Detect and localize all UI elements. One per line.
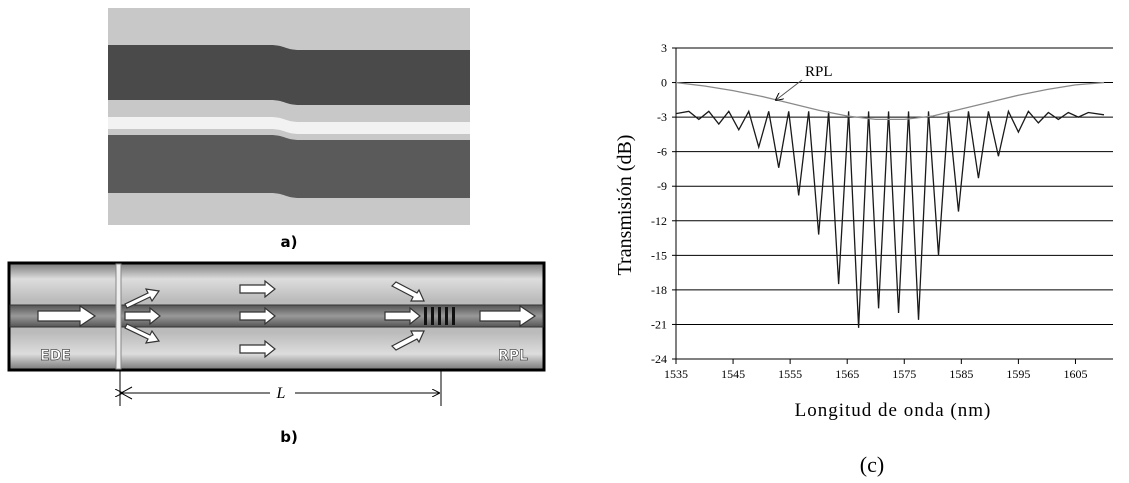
y-tick-label: -6 <box>657 145 667 159</box>
x-tick-label: 1565 <box>835 367 859 381</box>
y-tick-label: -12 <box>651 214 667 228</box>
fiber-diagram <box>7 261 546 406</box>
x-tick-label: 1545 <box>721 367 745 381</box>
annotation-arrow <box>776 79 803 100</box>
line-series <box>675 109 1105 328</box>
x-tick-label: 1595 <box>1006 367 1030 381</box>
x-tick-label: 1605 <box>1063 367 1087 381</box>
y-tick-label: -3 <box>657 110 667 124</box>
series-annotation: RPL <box>805 64 833 80</box>
y-tick-label: -21 <box>651 317 667 331</box>
label-length: L <box>276 385 286 402</box>
panel-label: a) <box>281 233 298 251</box>
label-rpl: RPL <box>498 348 528 364</box>
x-tick-label: 1535 <box>664 367 688 381</box>
line-series <box>675 81 1105 121</box>
x-tick-label: 1555 <box>778 367 802 381</box>
y-tick-label: 3 <box>661 41 667 55</box>
y-tick-label: -24 <box>651 352 667 366</box>
x-tick-label: 1585 <box>949 367 973 381</box>
y-tick-label: -9 <box>657 179 667 193</box>
panel-label: b) <box>280 428 298 446</box>
panel-label: (c) <box>860 452 884 477</box>
y-tick-label: 0 <box>661 76 667 90</box>
y-axis-label: Transmisión (dB) <box>614 135 636 276</box>
y-tick-label: -18 <box>651 283 667 297</box>
y-tick-label: -15 <box>651 248 667 262</box>
x-tick-label: 1575 <box>892 367 916 381</box>
photo <box>108 8 470 225</box>
label-ede: EDE <box>40 348 71 364</box>
x-axis-label: Longitud de onda (nm) <box>795 400 992 421</box>
